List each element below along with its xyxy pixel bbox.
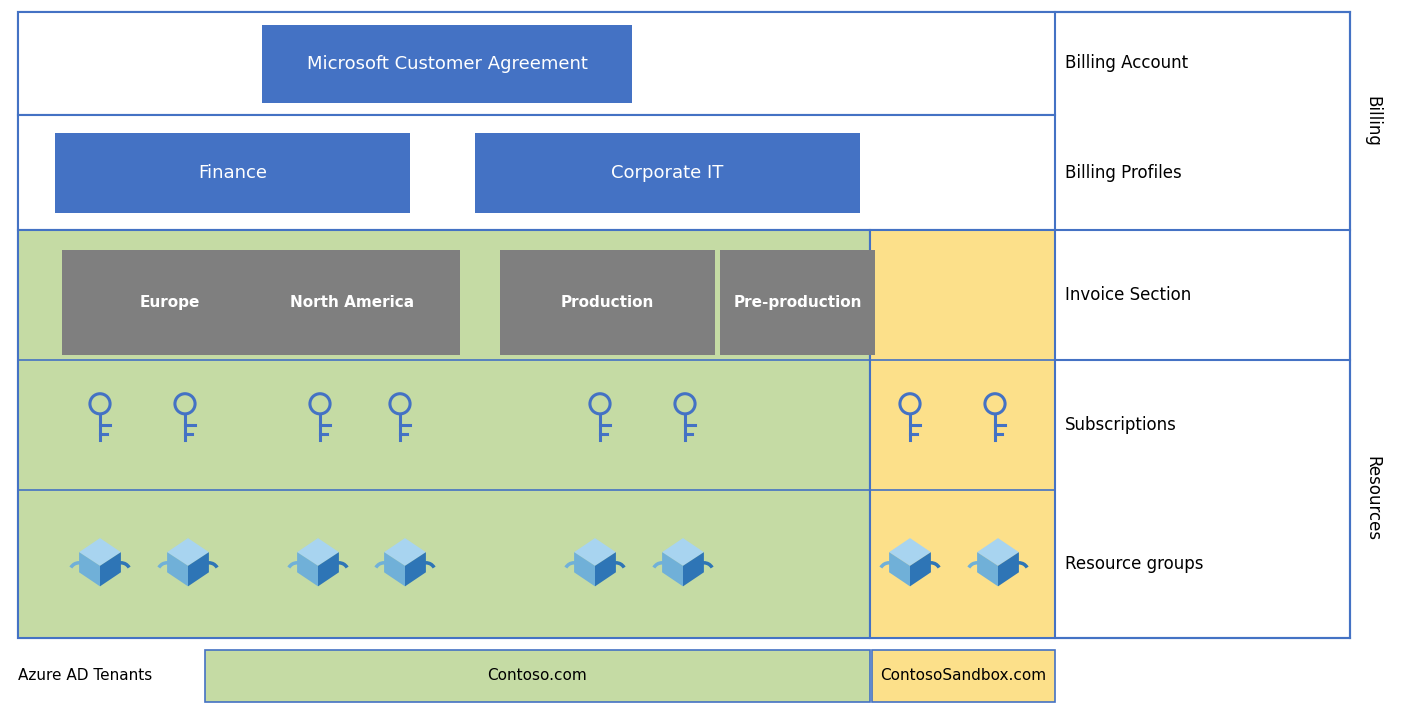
FancyBboxPatch shape [499,250,715,355]
FancyBboxPatch shape [245,250,460,355]
Polygon shape [683,552,704,586]
FancyBboxPatch shape [18,12,1054,115]
Polygon shape [890,538,931,566]
FancyBboxPatch shape [870,230,1054,638]
Text: Production: Production [561,295,654,310]
FancyBboxPatch shape [873,650,1054,702]
Text: Europe: Europe [139,295,200,310]
Text: ContosoSandbox.com: ContosoSandbox.com [880,668,1047,683]
Text: Subscriptions: Subscriptions [1066,416,1176,434]
Text: Billing Account: Billing Account [1066,55,1188,72]
Polygon shape [595,552,616,586]
Polygon shape [910,552,931,586]
Text: Invoice Section: Invoice Section [1066,286,1191,304]
Polygon shape [998,552,1019,586]
Text: Microsoft Customer Agreement: Microsoft Customer Agreement [307,55,587,73]
Polygon shape [575,538,616,566]
Polygon shape [575,552,595,586]
Text: Azure AD Tenants: Azure AD Tenants [18,668,152,683]
FancyBboxPatch shape [204,650,870,702]
Text: Resources: Resources [1364,457,1381,542]
Text: Billing Profiles: Billing Profiles [1066,164,1182,181]
Polygon shape [297,552,318,586]
Polygon shape [79,538,121,566]
Polygon shape [404,552,426,586]
Polygon shape [385,538,426,566]
Text: Resource groups: Resource groups [1066,555,1203,573]
FancyBboxPatch shape [263,25,631,103]
FancyBboxPatch shape [55,133,410,213]
Polygon shape [978,538,1019,566]
Text: North America: North America [291,295,414,310]
Polygon shape [99,552,121,586]
Polygon shape [663,538,704,566]
Text: Contoso.com: Contoso.com [488,668,587,683]
FancyBboxPatch shape [18,230,870,638]
Polygon shape [167,552,187,586]
Polygon shape [79,552,99,586]
Polygon shape [890,552,910,586]
Polygon shape [663,552,683,586]
Text: Pre-production: Pre-production [734,295,861,310]
FancyBboxPatch shape [62,250,277,355]
Polygon shape [385,552,404,586]
Text: Finance: Finance [199,164,267,182]
Polygon shape [297,538,339,566]
FancyBboxPatch shape [719,250,876,355]
Polygon shape [978,552,998,586]
Text: Billing: Billing [1364,96,1381,147]
Polygon shape [167,538,209,566]
FancyBboxPatch shape [18,115,1054,230]
Text: Corporate IT: Corporate IT [612,164,724,182]
Polygon shape [318,552,339,586]
FancyBboxPatch shape [475,133,860,213]
Polygon shape [187,552,209,586]
